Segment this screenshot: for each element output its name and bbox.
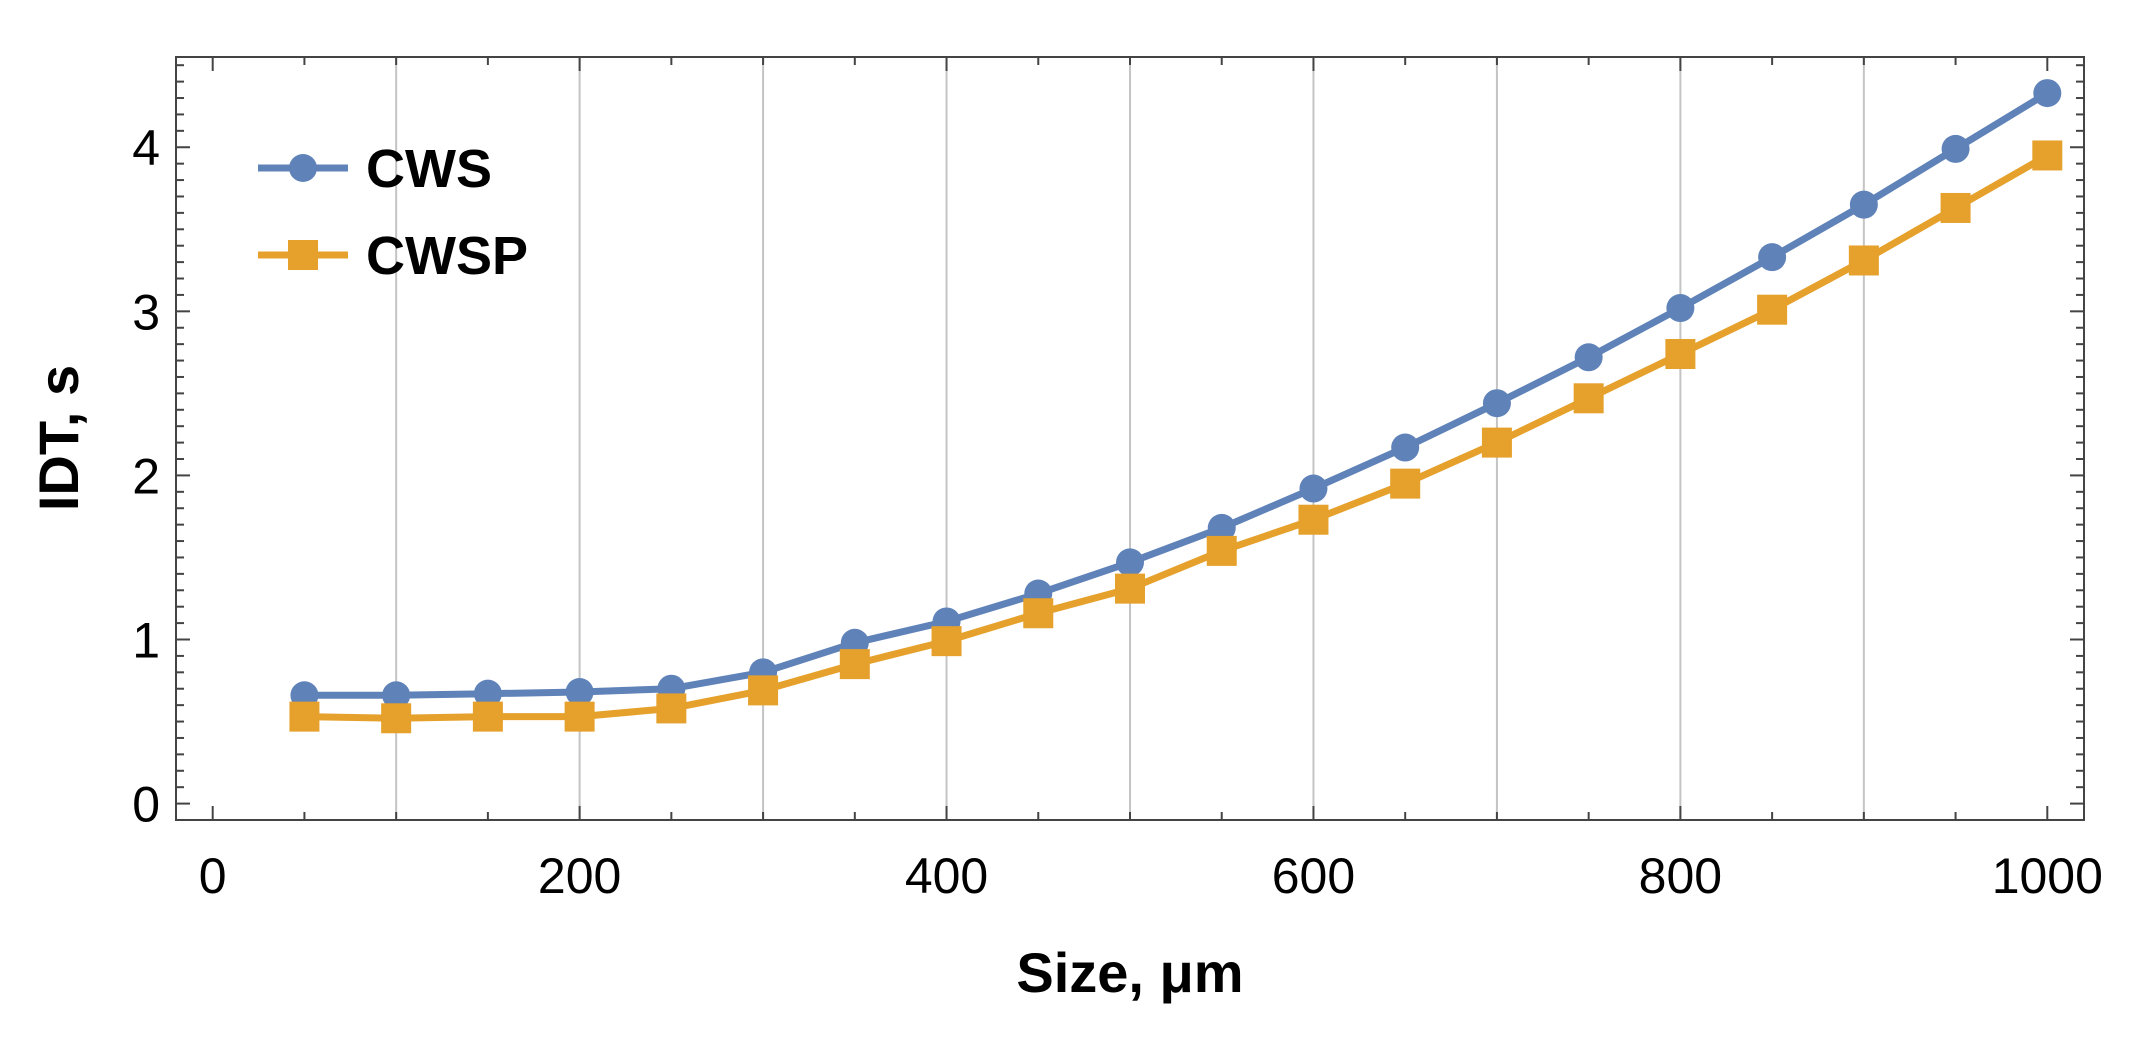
data-point-cwsp [472, 701, 503, 732]
legend-item-cwsp: CWSP [258, 226, 528, 286]
x-tick-label: 800 [1639, 848, 1722, 904]
x-tick-labels: 0 200 400 600 800 1000 [199, 848, 2103, 904]
y-axis-title: IDT, s [27, 365, 90, 511]
x-tick-label: 400 [905, 848, 988, 904]
data-point-cws [565, 678, 594, 707]
x-tick-label: 1000 [1992, 848, 2103, 904]
data-point-cws [1207, 513, 1236, 542]
data-point-cwsp [1481, 427, 1512, 458]
data-point-cws [1482, 389, 1511, 418]
data-point-cws [1758, 243, 1787, 272]
data-point-cws [2033, 79, 2062, 108]
data-point-cwsp [1390, 468, 1421, 499]
data-point-cws [1941, 134, 1970, 163]
x-axis-title: Size, μm [1016, 941, 1243, 1004]
data-point-cws [473, 679, 502, 708]
legend-marker-cws [289, 154, 317, 182]
data-point-cwsp [1665, 338, 1696, 369]
legend: CWS CWSP [258, 139, 528, 286]
data-point-cws [1666, 294, 1695, 323]
data-point-cwsp [564, 701, 595, 732]
data-point-cwsp [1206, 535, 1237, 566]
y-tick-label: 2 [132, 448, 160, 504]
data-point-cwsp [1573, 383, 1604, 414]
y-tick-label: 3 [132, 284, 160, 340]
series-line-cws [304, 90, 2050, 699]
data-point-cws [1849, 190, 1878, 219]
data-point-cwsp [748, 675, 779, 706]
legend-label-cws: CWS [366, 139, 492, 199]
data-point-cws [382, 681, 411, 710]
data-point-cwsp [1298, 504, 1329, 535]
x-tick-label: 600 [1272, 848, 1355, 904]
series-line-cwsp [304, 152, 2050, 722]
data-point-cws [1299, 474, 1328, 503]
y-tick-label: 0 [132, 777, 160, 833]
y-tick-label: 1 [132, 613, 160, 669]
x-tick-label: 200 [538, 848, 621, 904]
data-point-cws [1574, 343, 1603, 372]
y-tick-labels: 0 1 2 3 4 [132, 120, 160, 832]
data-point-cwsp [1848, 245, 1879, 276]
data-point-cwsp [656, 693, 687, 724]
legend-marker-cwsp [288, 240, 318, 270]
data-point-cws [1116, 548, 1144, 577]
data-series [289, 79, 2063, 734]
data-point-cws [1391, 433, 1420, 462]
x-tick-label: 0 [199, 848, 227, 904]
data-point-cwsp [1940, 192, 1971, 223]
legend-label-cwsp: CWSP [366, 226, 528, 286]
grid-lines [395, 57, 1865, 820]
data-point-cwsp [381, 703, 412, 734]
axis-ticks [176, 57, 2084, 820]
data-point-cwsp [289, 701, 320, 732]
series-cwsp [289, 140, 2063, 734]
data-point-cwsp [1115, 573, 1145, 604]
data-point-cwsp [1023, 598, 1054, 629]
series-cws [290, 79, 2062, 710]
data-point-cwsp [931, 626, 962, 657]
y-tick-label: 4 [132, 120, 160, 176]
data-point-cwsp [839, 649, 870, 680]
legend-item-cws: CWS [258, 139, 492, 199]
data-point-cwsp [2032, 140, 2063, 171]
data-point-cwsp [1757, 294, 1788, 325]
